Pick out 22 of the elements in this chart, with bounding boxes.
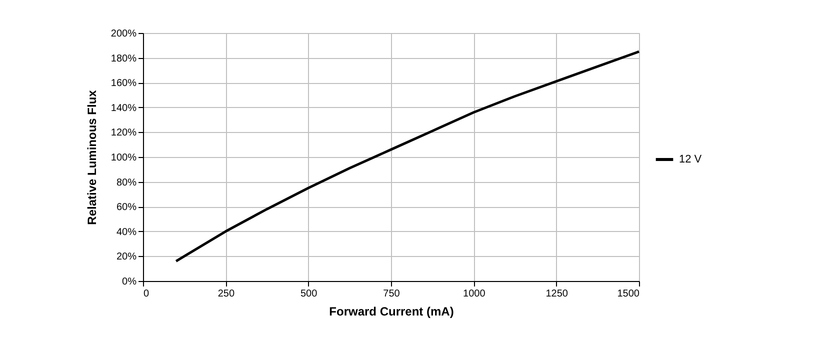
x-tick-label: 1250 <box>546 288 568 300</box>
y-tick-label: 100% <box>110 152 137 164</box>
y-tick-label: 40% <box>116 226 137 238</box>
y-tick-label: 140% <box>110 102 137 114</box>
x-tick-label: 1000 <box>463 288 486 300</box>
y-tick-label: 60% <box>116 202 137 214</box>
x-tick-label: 1500 <box>617 288 640 300</box>
y-tick-label: 20% <box>116 252 137 263</box>
x-tick-label: 250 <box>218 288 235 300</box>
y-tick-label: 0% <box>122 276 137 288</box>
x-tick-label: 750 <box>383 288 400 300</box>
y-tick-label: 180% <box>110 53 137 64</box>
x-axis-title: Forward Current (mA) <box>329 304 454 318</box>
line-series <box>174 50 640 262</box>
y-tick-label: 200% <box>110 28 137 40</box>
y-tick-label: 160% <box>110 78 137 90</box>
y-tick-label: 120% <box>110 128 137 139</box>
x-tick-label: 500 <box>300 288 318 300</box>
x-tick-label: 0 <box>144 288 150 300</box>
y-axis-title: Relative Luminous Flux <box>84 90 99 225</box>
y-tick-label: 80% <box>116 177 137 188</box>
legend-label: 12 V <box>679 154 702 166</box>
